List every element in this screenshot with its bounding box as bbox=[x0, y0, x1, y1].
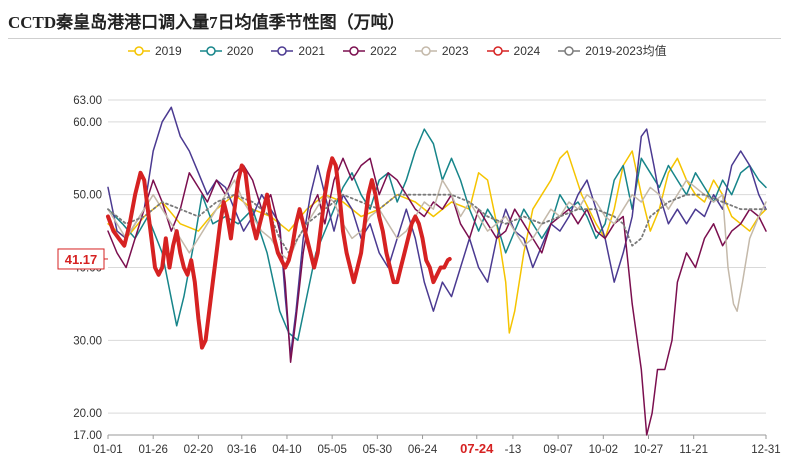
legend-item-2024[interactable]: 2024 bbox=[486, 43, 541, 58]
series-line-2023 bbox=[107, 179, 767, 312]
y-tick-label: 17.00 bbox=[73, 430, 102, 442]
chart-title: CCTD秦皇岛港港口调入量7日均值季节性图（万吨） bbox=[8, 13, 405, 32]
x-tick-label: -13 bbox=[505, 444, 522, 456]
y-tick-label: 60.00 bbox=[73, 117, 102, 129]
x-tick-label: 04-10 bbox=[272, 444, 301, 456]
x-tick-label: 01-26 bbox=[138, 444, 167, 456]
x-tick-label: 05-30 bbox=[363, 444, 392, 456]
x-tick-label: 07-24 bbox=[460, 441, 494, 456]
title-divider bbox=[8, 38, 781, 39]
series-line-2019 bbox=[107, 150, 767, 334]
x-tick-label: 09-07 bbox=[543, 444, 572, 456]
series-line-2022 bbox=[107, 157, 767, 436]
y-tick-label: 50.00 bbox=[73, 190, 102, 202]
series-line-2021 bbox=[107, 106, 767, 356]
legend-label: 2020 bbox=[226, 43, 254, 58]
legend-label: 2023 bbox=[441, 43, 469, 58]
series-line-2020 bbox=[107, 128, 767, 342]
legend-item-2020[interactable]: 2020 bbox=[199, 43, 254, 58]
x-tick-label: 12-31 bbox=[751, 444, 780, 456]
legend-item-2021[interactable]: 2021 bbox=[271, 44, 325, 58]
legend-swatch-icon bbox=[128, 45, 150, 56]
x-tick-label: 10-27 bbox=[634, 444, 663, 456]
legend-swatch-icon bbox=[558, 45, 581, 56]
series-line-2019-2023均值 bbox=[107, 193, 767, 254]
legend-label: 2022 bbox=[370, 43, 397, 58]
y-tick-label: 30.00 bbox=[73, 335, 102, 347]
last-value-marker: 41.17 bbox=[57, 248, 105, 270]
legend-item-2023[interactable]: 2023 bbox=[414, 43, 469, 58]
chart-legend: 2019 2020 2021 2022 2023 2024 2019-2023均值 bbox=[128, 42, 667, 59]
legend-label: 2019-2023均值 bbox=[585, 44, 667, 58]
x-tick-label: 02-20 bbox=[184, 444, 213, 456]
x-tick-label: 06-24 bbox=[408, 444, 438, 456]
legend-swatch-icon bbox=[414, 45, 437, 56]
legend-swatch-icon bbox=[486, 45, 509, 56]
legend-label: 2021 bbox=[298, 43, 326, 58]
last-value-label: 41.17 bbox=[65, 252, 98, 267]
legend-item-2019[interactable]: 2019 bbox=[128, 44, 182, 58]
legend-swatch-icon bbox=[271, 45, 294, 56]
legend-label: 2019 bbox=[155, 43, 182, 58]
legend-label: 2024 bbox=[513, 43, 541, 58]
legend-item-2019-2023均值[interactable]: 2019-2023均值 bbox=[558, 42, 667, 59]
y-tick-label: 20.00 bbox=[73, 408, 102, 420]
x-tick-label: 11-21 bbox=[679, 444, 708, 456]
y-tick-label: 63.00 bbox=[73, 95, 102, 107]
x-tick-label: 01-01 bbox=[93, 444, 122, 456]
legend-item-2022[interactable]: 2022 bbox=[343, 44, 397, 58]
x-tick-label: 10-02 bbox=[589, 444, 618, 456]
x-tick-label: 03-16 bbox=[227, 444, 256, 456]
legend-swatch-icon bbox=[199, 45, 222, 56]
legend-swatch-icon bbox=[343, 45, 366, 56]
series-line-2024 bbox=[106, 156, 452, 350]
x-tick-label: 05-05 bbox=[317, 444, 346, 456]
